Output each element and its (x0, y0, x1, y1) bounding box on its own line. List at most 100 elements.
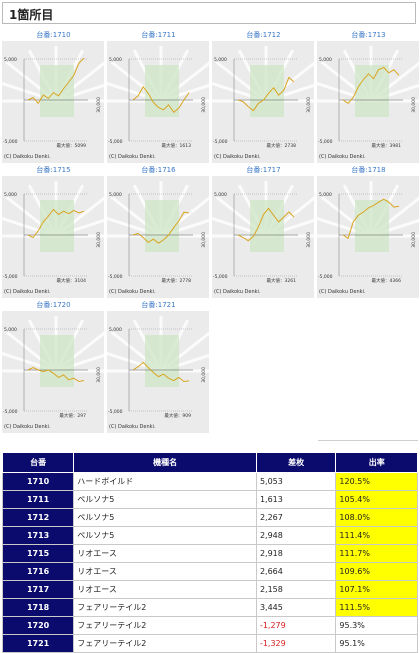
series-line (27, 208, 85, 239)
cell-machine-name: フェアリーテイル2 (73, 634, 257, 653)
chart-svg: 5,000 -5,000 (317, 46, 419, 145)
cell-diff: 2,664 (255, 562, 337, 581)
table-row[interactable]: 1720 フェアリーテイル2 -1,279 95.3% (1, 616, 418, 635)
copyright-label: (C) Daikoku Denki. (319, 289, 366, 295)
y-tick-bottom: -5,000 (3, 139, 18, 145)
x-axis-end-label: 30,000 (202, 232, 207, 248)
y-tick-top: 5,000 (109, 327, 122, 333)
chart-card[interactable]: 台番:1716 5,000 -5,000 30,000 最大値：2778 (C) Daik… (107, 165, 210, 298)
x-axis-end-label: 30,000 (97, 367, 102, 383)
cell-rate: 111.5% (335, 598, 418, 617)
chart-svg: 5,000 -5,000 (212, 46, 314, 145)
chart-svg: 5,000 -5,000 (212, 181, 314, 280)
cell-machine-name: フェアリーテイル2 (73, 598, 257, 617)
max-value-label: 最大値：1613 (161, 144, 191, 149)
max-value-label: 最大値：5099 (56, 144, 86, 149)
chart-card[interactable]: 台番:1710 5,000 -5,000 30,000 最大値：5099 (C) Daik… (2, 30, 105, 163)
y-tick-bottom: -5,000 (108, 274, 123, 280)
y-tick-top: 5,000 (4, 192, 17, 198)
cell-diff: 1,613 (255, 490, 337, 509)
background-logo (355, 65, 389, 117)
table-row[interactable]: 1713 ペルソナ5 2,948 111.4% (1, 526, 418, 545)
cell-rate: 111.7% (335, 544, 418, 563)
cell-machine-number: 1721 (1, 634, 75, 653)
series-line (27, 367, 85, 383)
cell-machine-name: ペルソナ5 (73, 508, 257, 527)
table-row[interactable]: 1710 ハードボイルド 5,053 120.5% (1, 472, 418, 491)
chart-card[interactable]: 台番:1715 5,000 -5,000 30,000 最大値：3104 (C) Daik… (2, 165, 105, 298)
cell-machine-number: 1715 (1, 544, 75, 563)
y-tick-bottom: -5,000 (213, 139, 228, 145)
chart-title: 台番:1720 (36, 301, 71, 309)
chart-title: 台番:1710 (36, 31, 71, 39)
y-tick-bottom: -5,000 (318, 274, 333, 280)
cell-diff: -1,329 (255, 634, 337, 653)
cell-machine-name: リオエース (73, 544, 257, 563)
x-axis-end-label: 30,000 (97, 232, 102, 248)
max-value-label: 最大値：909 (164, 414, 191, 419)
y-tick-bottom: -5,000 (108, 139, 123, 145)
chart-panel: 5,000 -5,000 30,000 最大値：2778 (C) Daikoku Den… (107, 176, 209, 298)
chart-panel: 5,000 -5,000 30,000 最大値：4366 (C) Daikoku Den… (317, 176, 419, 298)
table-row[interactable]: 1715 リオエース 2,918 111.7% (1, 544, 418, 563)
background-logo (145, 335, 179, 387)
y-tick-top: 5,000 (319, 192, 332, 198)
chart-card[interactable]: 台番:1713 5,000 -5,000 30,000 最大値：3981 (C) Daik… (317, 30, 420, 163)
chart-title: 台番:1718 (351, 166, 386, 174)
x-axis-end-label: 30,000 (412, 232, 417, 248)
results-table: 台番 機種名 差枚 出率 1710 ハードボイルド 5,053 120.5% 1711 ペ… (1, 452, 418, 653)
table-row[interactable]: 1718 フェアリーテイル2 3,445 111.5% (1, 598, 418, 617)
max-value-label: 最大値：3261 (266, 279, 296, 284)
max-value-label: 最大値：2778 (161, 279, 191, 284)
y-tick-bottom: -5,000 (3, 274, 18, 280)
chart-card[interactable]: 台番:1720 5,000 -5,000 30,000 最大値：297 (C) Daiko… (2, 300, 105, 433)
y-tick-top: 5,000 (109, 192, 122, 198)
table-header-row: 台番 機種名 差枚 出率 (1, 452, 418, 473)
series-line (342, 66, 400, 104)
max-value-label: 最大値：297 (59, 414, 86, 419)
chart-card[interactable]: 台番:1721 5,000 -5,000 30,000 最大値：909 (C) Daiko… (107, 300, 210, 433)
cell-machine-number: 1713 (1, 526, 75, 545)
x-axis-end-label: 30,000 (202, 97, 207, 113)
chart-card[interactable]: 台番:1712 5,000 -5,000 30,000 最大値：2738 (C) Daik… (212, 30, 315, 163)
table-row[interactable]: 1721 フェアリーテイル2 -1,329 95.1% (1, 634, 418, 653)
y-tick-bottom: -5,000 (3, 409, 18, 415)
table-row[interactable]: 1711 ペルソナ5 1,613 105.4% (1, 490, 418, 509)
cell-diff: 2,918 (255, 544, 337, 563)
chart-card[interactable]: 台番:1711 5,000 -5,000 30,000 最大値：1613 (C) Daik… (107, 30, 210, 163)
copyright-label: (C) Daikoku Denki. (4, 424, 51, 430)
series-line (27, 57, 85, 105)
col-header-id: 台番 (1, 452, 75, 473)
background-logo (250, 65, 284, 117)
x-axis-end-label: 30,000 (202, 367, 207, 383)
chart-title: 台番:1715 (36, 166, 71, 174)
cell-machine-name: ペルソナ5 (73, 526, 257, 545)
background-logo (145, 200, 179, 252)
chart-svg: 5,000 -5,000 (107, 46, 209, 145)
cell-rate: 95.3% (335, 616, 418, 635)
table-row[interactable]: 1716 リオエース 2,664 109.6% (1, 562, 418, 581)
cell-diff: 5,053 (255, 472, 337, 491)
cell-rate: 111.4% (335, 526, 418, 545)
cell-rate: 107.1% (335, 580, 418, 599)
chart-svg: 5,000 -5,000 (107, 181, 209, 280)
copyright-label: (C) Daikoku Denki. (319, 154, 366, 160)
cell-machine-number: 1711 (1, 490, 75, 509)
chart-panel: 5,000 -5,000 30,000 最大値：3981 (C) Daikoku Den… (317, 41, 419, 163)
cell-diff: 2,267 (255, 508, 337, 527)
cell-machine-number: 1717 (1, 580, 75, 599)
copyright-label: (C) Daikoku Denki. (214, 154, 261, 160)
background-logo (355, 200, 389, 252)
table-row[interactable]: 1717 リオエース 2,158 107.1% (1, 580, 418, 599)
chart-svg: 5,000 -5,000 (2, 181, 104, 280)
col-header-diff: 差枚 (255, 452, 337, 473)
table-row[interactable]: 1712 ペルソナ5 2,267 108.0% (1, 508, 418, 527)
chart-grid: 台番:1710 5,000 -5,000 30,000 最大値：5099 (C) Daik… (2, 30, 420, 433)
chart-panel: 5,000 -5,000 30,000 最大値：297 (C) Daikoku Denk… (2, 311, 104, 433)
chart-svg: 5,000 -5,000 (317, 181, 419, 280)
chart-card[interactable]: 台番:1717 5,000 -5,000 30,000 最大値：3261 (C) Daik… (212, 165, 315, 298)
series-line (132, 211, 190, 244)
chart-title: 台番:1717 (246, 166, 281, 174)
chart-card[interactable]: 台番:1718 5,000 -5,000 30,000 最大値：4366 (C) Daik… (317, 165, 420, 298)
chart-title: 台番:1721 (141, 301, 176, 309)
